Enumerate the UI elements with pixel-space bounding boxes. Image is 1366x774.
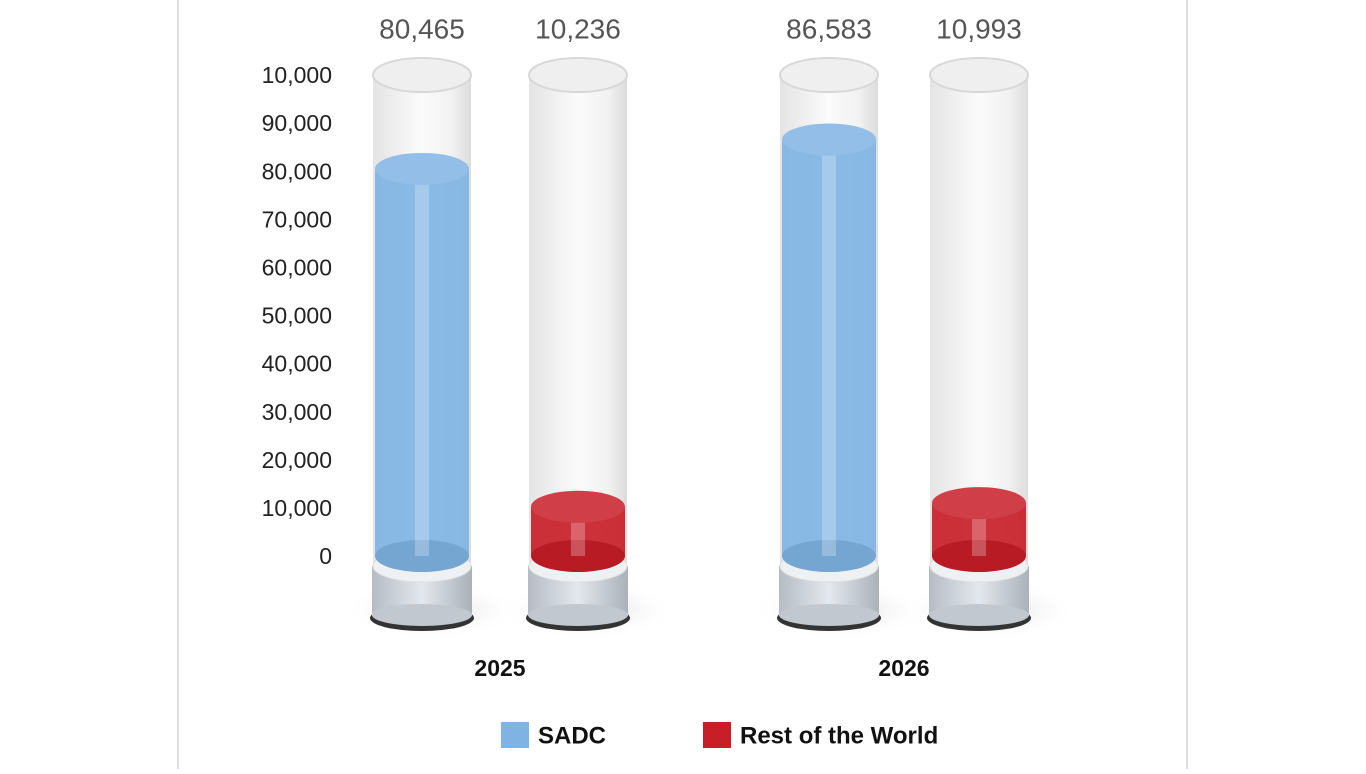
value-label: 10,236 <box>535 13 621 44</box>
bar-top-shade <box>932 487 1026 520</box>
tube-top <box>929 57 1029 93</box>
bar-bottom-shade <box>782 540 876 572</box>
bar-bottom-shade <box>531 540 625 572</box>
y-tick-label: 50,000 <box>262 303 332 329</box>
value-label: 10,993 <box>936 13 1022 44</box>
base-bottom <box>528 604 628 626</box>
bar-bottom <box>932 540 1026 572</box>
bar-bottom-shade <box>932 540 1026 572</box>
bar-top <box>375 152 469 185</box>
tube <box>529 75 627 566</box>
tube <box>930 75 1028 566</box>
legend-swatch <box>703 722 731 748</box>
y-tick-label: 70,000 <box>262 206 332 232</box>
bar-top-shade <box>375 152 469 185</box>
tube-top <box>779 57 879 93</box>
bar-highlight <box>821 139 837 556</box>
bar-bottom <box>375 540 469 572</box>
bar <box>375 152 469 572</box>
bar-top-shade <box>531 490 625 523</box>
bar-body <box>782 139 876 556</box>
value-label: 80,465 <box>379 13 465 44</box>
x-tick-label: 2026 <box>878 655 929 681</box>
base-bottom <box>372 604 472 626</box>
y-tick-label: 40,000 <box>262 351 332 377</box>
bar-top <box>932 487 1026 520</box>
legend-swatch <box>501 722 529 748</box>
bar-bottom <box>531 540 625 572</box>
bar-bottom <box>782 540 876 572</box>
tube-top <box>528 57 628 93</box>
base-bottom <box>929 604 1029 626</box>
y-tick-label: 80,000 <box>262 158 332 184</box>
bar <box>932 487 1026 572</box>
y-tick-label: 10,000 <box>262 495 332 521</box>
legend-label: SADC <box>538 722 606 749</box>
bar-body <box>375 168 469 556</box>
bar-highlight <box>414 168 430 556</box>
y-tick-label: 20,000 <box>262 447 332 473</box>
base-bottom <box>779 604 879 626</box>
value-label: 86,583 <box>786 13 872 44</box>
y-tick-label: 90,000 <box>262 110 332 136</box>
y-tick-label: 60,000 <box>262 254 332 280</box>
tube-top <box>372 57 472 93</box>
y-tick-label: 10,000 <box>262 62 332 88</box>
bar-bottom-shade <box>375 540 469 572</box>
bar-top-shade <box>782 123 876 156</box>
legend-label: Rest of the World <box>740 722 938 749</box>
bar <box>782 123 876 572</box>
y-tick-label: 30,000 <box>262 399 332 425</box>
y-tick-label: 0 <box>319 543 332 569</box>
bar-top <box>782 123 876 156</box>
x-tick-label: 2025 <box>474 655 525 681</box>
bar <box>531 490 625 572</box>
bar-top <box>531 490 625 523</box>
